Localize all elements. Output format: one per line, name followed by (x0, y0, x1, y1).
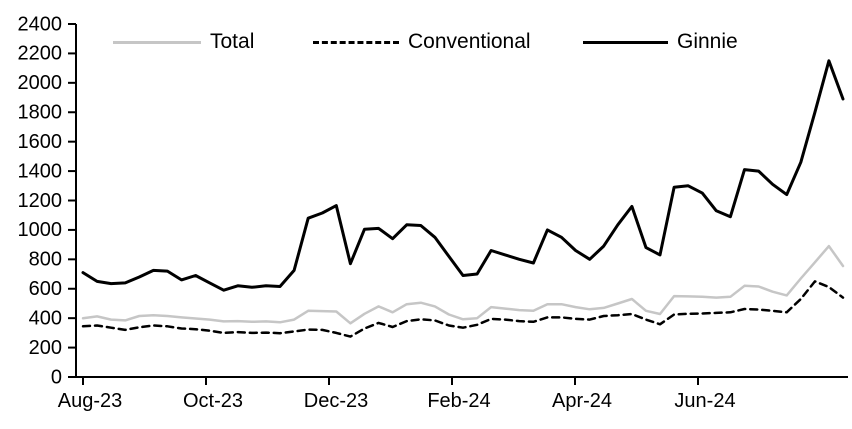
series-line-conventional (81, 280, 845, 338)
y-tick-label: 2400 (18, 13, 63, 35)
x-tick-label: Dec-23 (304, 390, 368, 412)
y-tick-label: 1600 (18, 131, 63, 153)
y-tick-label: 200 (29, 337, 62, 359)
x-tick-label: Oct-23 (183, 390, 243, 412)
y-tick-label: 2200 (18, 43, 63, 65)
y-tick-label: 0 (51, 366, 62, 388)
y-tick-label: 1200 (18, 190, 63, 212)
y-tick-label: 1800 (18, 102, 63, 124)
series-line-total (81, 244, 845, 325)
series-line-ginnie (81, 59, 845, 292)
y-tick-label: 600 (29, 278, 62, 300)
x-tick-label: Aug-23 (58, 390, 123, 412)
y-tick-label: 1400 (18, 160, 63, 182)
y-tick-label: 1000 (18, 219, 63, 241)
x-tick-label: Apr-24 (552, 390, 612, 412)
y-tick-label: 800 (29, 249, 62, 271)
y-tick-label: 2000 (18, 72, 63, 94)
x-tick-label: Jun-24 (674, 390, 735, 412)
y-tick-label: 400 (29, 307, 62, 329)
x-tick-label: Feb-24 (427, 390, 490, 412)
